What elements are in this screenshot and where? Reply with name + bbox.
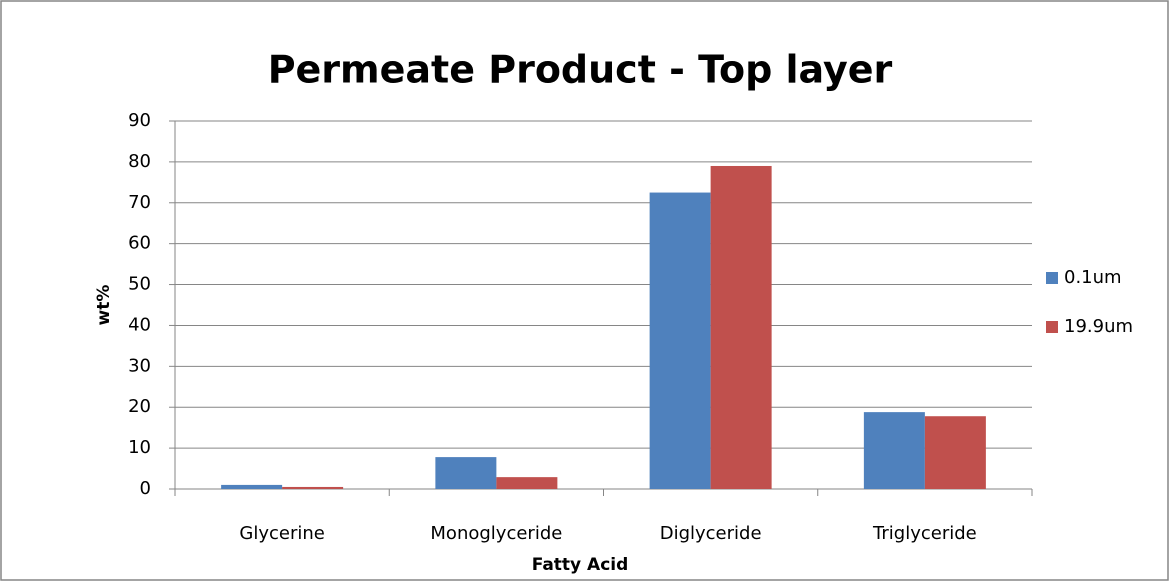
y-tick-label: 70	[128, 192, 151, 213]
bar	[649, 192, 711, 490]
y-tick-label: 0	[140, 478, 151, 499]
x-tick-label: Diglyceride	[660, 523, 762, 544]
y-tick-label: 80	[128, 151, 151, 172]
bar	[863, 412, 925, 489]
x-tick-label: Triglyceride	[872, 523, 977, 544]
bar	[496, 477, 558, 489]
legend-label: 0.1um	[1064, 267, 1122, 288]
y-tick-label: 60	[128, 233, 151, 254]
legend-label: 19.9um	[1064, 316, 1133, 337]
y-tick-label: 10	[128, 437, 151, 458]
x-tick-label: Monoglyceride	[430, 523, 562, 544]
y-tick-label: 40	[128, 314, 151, 335]
bar	[435, 457, 497, 489]
y-tick-label: 30	[128, 355, 151, 376]
y-tick-label: 90	[128, 110, 151, 131]
bar	[221, 484, 283, 489]
y-axis-label: wt%	[94, 285, 114, 326]
bar	[710, 165, 772, 489]
y-tick-label: 20	[128, 396, 151, 417]
x-axis-label: Fatty Acid	[532, 555, 629, 575]
bar	[924, 416, 986, 489]
legend-swatch	[1046, 321, 1058, 333]
x-tick-label: Glycerine	[239, 523, 324, 544]
chart-title: Permeate Product - Top layer	[268, 48, 893, 92]
y-tick-label: 50	[128, 274, 151, 295]
legend-swatch	[1046, 272, 1058, 284]
bar	[282, 486, 344, 489]
